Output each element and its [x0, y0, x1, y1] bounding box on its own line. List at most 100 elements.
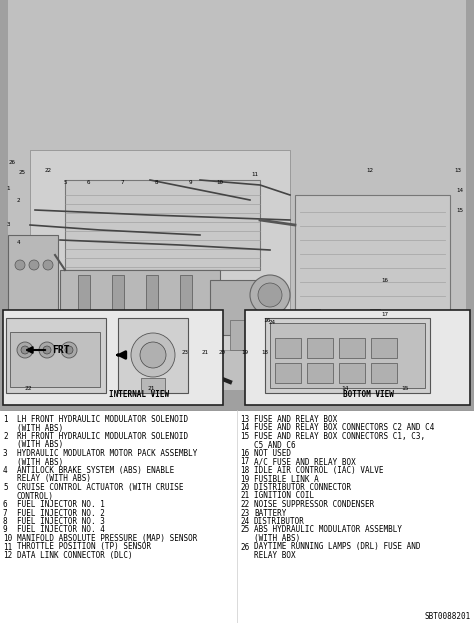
Text: 10: 10: [217, 179, 224, 184]
Text: THROTTLE POSITION (TP) SENSOR: THROTTLE POSITION (TP) SENSOR: [17, 543, 151, 551]
Text: CONTROL): CONTROL): [17, 492, 54, 500]
Text: 24: 24: [240, 517, 249, 526]
Text: BATTERY: BATTERY: [254, 508, 286, 518]
Text: 11: 11: [3, 543, 12, 551]
Text: DISTRIBUTOR: DISTRIBUTOR: [254, 517, 305, 526]
Bar: [0, 0, 474, 410]
Text: 13: 13: [455, 168, 462, 173]
Text: 3: 3: [6, 222, 10, 227]
Circle shape: [250, 275, 290, 315]
Text: 18: 18: [262, 350, 268, 354]
Text: 14: 14: [341, 386, 349, 391]
Circle shape: [131, 333, 175, 377]
Circle shape: [21, 346, 29, 354]
Text: DAYTIME RUNNING LAMPS (DRL) FUSE AND: DAYTIME RUNNING LAMPS (DRL) FUSE AND: [254, 543, 420, 551]
Circle shape: [15, 260, 25, 270]
Text: 4: 4: [16, 239, 20, 244]
Bar: [370, 309, 380, 317]
Bar: [0, 410, 474, 623]
Text: RELAY BOX: RELAY BOX: [254, 551, 296, 560]
Text: 7: 7: [3, 508, 8, 518]
Bar: [265, 318, 430, 393]
Bar: [300, 310, 410, 350]
Text: 23: 23: [240, 508, 249, 518]
Text: INTERNAL VIEW: INTERNAL VIEW: [109, 390, 170, 399]
Bar: [307, 338, 333, 358]
Text: 7: 7: [120, 179, 124, 184]
Text: 21: 21: [147, 386, 155, 391]
Text: 23: 23: [182, 350, 189, 354]
Text: LH FRONT HYDRAULIC MODULATOR SOLENOID: LH FRONT HYDRAULIC MODULATOR SOLENOID: [17, 415, 188, 424]
Text: (WITH ABS): (WITH ABS): [254, 534, 300, 543]
Text: 12: 12: [366, 168, 374, 173]
Text: FRT: FRT: [52, 345, 70, 355]
Bar: [307, 363, 333, 383]
Bar: [180, 275, 192, 325]
Text: 10: 10: [3, 534, 12, 543]
Text: 16: 16: [263, 318, 271, 323]
Text: 11: 11: [252, 173, 258, 178]
Text: MANIFOLD ABSOLUTE PRESSURE (MAP) SENSOR: MANIFOLD ABSOLUTE PRESSURE (MAP) SENSOR: [17, 534, 197, 543]
Text: RELAY (WITH ABS): RELAY (WITH ABS): [17, 475, 91, 483]
Text: 17: 17: [382, 313, 389, 318]
Bar: [60, 270, 220, 330]
Text: 22: 22: [45, 168, 52, 173]
Bar: [146, 275, 158, 325]
Text: CRUISE CONTROL ACTUATOR (WITH CRUISE: CRUISE CONTROL ACTUATOR (WITH CRUISE: [17, 483, 183, 492]
Text: ABS HYDRAULIC MODULATOR ASSEMBLY: ABS HYDRAULIC MODULATOR ASSEMBLY: [254, 525, 402, 535]
Text: DISTRIBUTOR CONNECTOR: DISTRIBUTOR CONNECTOR: [254, 483, 351, 492]
Bar: [310, 309, 320, 317]
Circle shape: [43, 260, 53, 270]
Bar: [371, 338, 397, 358]
Circle shape: [39, 342, 55, 358]
Text: 3: 3: [3, 449, 8, 458]
Text: 9: 9: [3, 525, 8, 535]
Circle shape: [29, 260, 39, 270]
Text: 26: 26: [9, 159, 16, 164]
Bar: [6, 318, 106, 393]
Text: 6: 6: [86, 179, 90, 184]
Circle shape: [140, 342, 166, 368]
Text: 19: 19: [240, 475, 249, 483]
Bar: [65, 180, 260, 270]
Text: 14: 14: [240, 424, 249, 432]
Text: 20: 20: [219, 350, 226, 354]
Bar: [30, 150, 290, 350]
Text: HYDRAULIC MODULATOR MOTOR PACK ASSEMBLY: HYDRAULIC MODULATOR MOTOR PACK ASSEMBLY: [17, 449, 197, 458]
Text: FUSE AND RELAY BOX CONNECTORS C1, C3,: FUSE AND RELAY BOX CONNECTORS C1, C3,: [254, 432, 425, 441]
Bar: [8, 0, 466, 390]
Text: FUEL INJECTOR NO. 1: FUEL INJECTOR NO. 1: [17, 500, 105, 509]
Text: FUEL INJECTOR NO. 3: FUEL INJECTOR NO. 3: [17, 517, 105, 526]
Bar: [371, 363, 397, 383]
Text: 22: 22: [24, 386, 32, 391]
Text: FUSE AND RELAY BOX CONNECTORS C2 AND C4: FUSE AND RELAY BOX CONNECTORS C2 AND C4: [254, 424, 434, 432]
Text: FUEL INJECTOR NO. 4: FUEL INJECTOR NO. 4: [17, 525, 105, 535]
Text: RH FRONT HYDRAULIC MODULATOR SOLENOID: RH FRONT HYDRAULIC MODULATOR SOLENOID: [17, 432, 188, 441]
Text: 15: 15: [401, 386, 409, 391]
Text: 12: 12: [3, 551, 12, 560]
Text: NOISE SUPPRESSOR CONDENSER: NOISE SUPPRESSOR CONDENSER: [254, 500, 374, 509]
Text: FUEL INJECTOR NO. 2: FUEL INJECTOR NO. 2: [17, 508, 105, 518]
Bar: [270, 323, 425, 388]
Text: (WITH ABS): (WITH ABS): [17, 457, 63, 467]
Text: 8: 8: [154, 179, 158, 184]
Text: FUSIBLE LINK A: FUSIBLE LINK A: [254, 475, 319, 483]
Circle shape: [258, 283, 282, 307]
Bar: [3, 310, 223, 405]
Text: IGNITION COIL: IGNITION COIL: [254, 492, 314, 500]
Bar: [245, 310, 470, 405]
Text: 2: 2: [16, 197, 20, 202]
Bar: [339, 363, 365, 383]
Bar: [10, 332, 100, 387]
Text: 14: 14: [456, 188, 464, 193]
Circle shape: [43, 346, 51, 354]
Bar: [339, 338, 365, 358]
Text: SBT0088201: SBT0088201: [425, 612, 471, 621]
Text: 8: 8: [3, 517, 8, 526]
Text: (WITH ABS): (WITH ABS): [17, 440, 63, 450]
Bar: [295, 195, 450, 315]
Text: 22: 22: [240, 500, 249, 509]
Text: 25: 25: [240, 525, 249, 535]
Text: ANTILOCK BRAKE SYSTEM (ABS) ENABLE: ANTILOCK BRAKE SYSTEM (ABS) ENABLE: [17, 466, 174, 475]
Text: 21: 21: [240, 492, 249, 500]
